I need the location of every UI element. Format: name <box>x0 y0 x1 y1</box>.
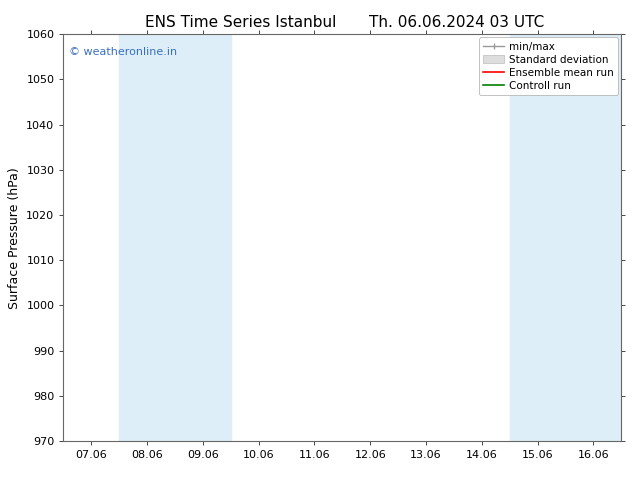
Text: Th. 06.06.2024 03 UTC: Th. 06.06.2024 03 UTC <box>369 15 544 30</box>
Bar <box>175 34 231 441</box>
Text: © weatheronline.in: © weatheronline.in <box>69 47 177 56</box>
Y-axis label: Surface Pressure (hPa): Surface Pressure (hPa) <box>8 167 21 309</box>
Text: ENS Time Series Istanbul: ENS Time Series Istanbul <box>145 15 337 30</box>
Bar <box>119 34 175 441</box>
Bar <box>566 34 621 441</box>
Bar <box>510 34 566 441</box>
Legend: min/max, Standard deviation, Ensemble mean run, Controll run: min/max, Standard deviation, Ensemble me… <box>479 37 618 95</box>
